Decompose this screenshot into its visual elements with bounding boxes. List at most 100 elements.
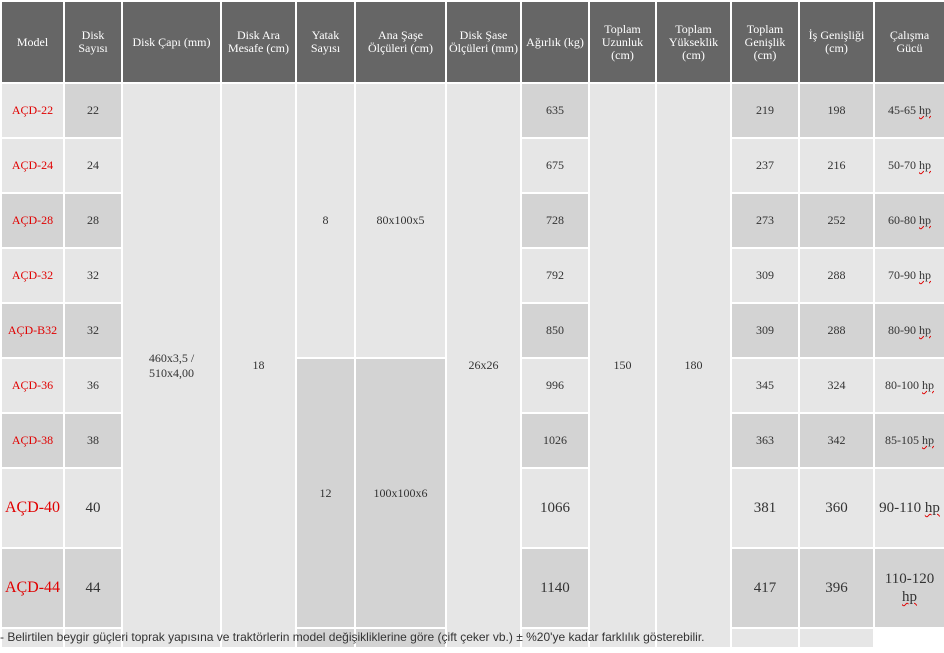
disk-count-cell: 40 <box>63 467 123 549</box>
weight-cell: 635 <box>520 82 590 139</box>
table-tail-row <box>0 627 944 649</box>
weight-cell: 996 <box>520 357 590 414</box>
header-bearing-count: Yatak Sayısı <box>295 0 356 84</box>
table-row: AÇD-36 36 12 100x100x6 996 345 324 80-10… <box>0 357 944 629</box>
power-cell: 60-80 hp <box>873 192 944 249</box>
work-width-cell: 198 <box>798 82 875 139</box>
bearing-count-cell: 12 <box>295 357 356 629</box>
header-disk-frame: Disk Şase Ölçüleri (mm) <box>445 0 522 84</box>
total-width-cell: 363 <box>730 412 800 469</box>
weight-cell: 675 <box>520 137 590 194</box>
weight-cell: 728 <box>520 192 590 249</box>
total-height-cell: 180 <box>655 82 732 649</box>
power-range: 85-105 <box>885 433 919 447</box>
disk-spacing-cell: 18 <box>220 82 297 649</box>
table-row: AÇD-B32 32 850 309 288 80-90 hp <box>0 302 944 359</box>
disk-count-cell: 28 <box>63 192 123 249</box>
bearing-count-cell: 8 <box>295 82 356 359</box>
tail-cell <box>798 627 875 649</box>
weight-cell: 1026 <box>520 412 590 469</box>
header-main-frame: Ana Şaşe Ölçüleri (cm) <box>354 0 447 84</box>
work-width-cell: 288 <box>798 247 875 304</box>
power-unit: hp <box>924 500 940 516</box>
total-width-cell: 345 <box>730 357 800 414</box>
total-width-cell: 309 <box>730 247 800 304</box>
model-cell: AÇD-24 <box>0 137 65 194</box>
work-width-cell: 342 <box>798 412 875 469</box>
power-range: 90-110 <box>879 500 922 516</box>
weight-cell: 1066 <box>520 467 590 549</box>
table-row: AÇD-22 22 460x3,5 / 510x4,00 18 8 80x100… <box>0 82 944 649</box>
header-disk-spacing: Disk Ara Mesafe (cm) <box>220 0 297 84</box>
total-width-cell: 381 <box>730 467 800 549</box>
power-unit: hp <box>919 323 931 337</box>
power-unit: hp <box>919 213 931 227</box>
disk-count-cell: 36 <box>63 357 123 414</box>
table-row: AÇD-28 28 728 273 252 60-80 hp <box>0 192 944 249</box>
tail-cell <box>520 627 590 649</box>
total-width-cell: 273 <box>730 192 800 249</box>
header-disk-diameter: Disk Çapı (mm) <box>121 0 222 84</box>
model-cell: AÇD-38 <box>0 412 65 469</box>
tail-cell <box>63 627 123 649</box>
power-cell: 110-120 hp <box>873 547 944 629</box>
main-frame-cell: 80x100x5 <box>354 82 447 359</box>
power-cell: 70-90 hp <box>873 247 944 304</box>
main-frame-cell: 100x100x6 <box>354 357 447 629</box>
power-cell: 80-90 hp <box>873 302 944 359</box>
model-cell: AÇD-B32 <box>0 302 65 359</box>
total-width-cell: 309 <box>730 302 800 359</box>
disk-count-cell: 22 <box>63 82 123 139</box>
disk-count-cell: 32 <box>63 247 123 304</box>
tail-cell <box>730 627 800 649</box>
model-cell: AÇD-36 <box>0 357 65 414</box>
disk-diameter-cell: 460x3,5 / 510x4,00 <box>121 82 222 649</box>
total-width-cell: 219 <box>730 82 800 139</box>
header-model: Model <box>0 0 65 84</box>
header-total-height: Toplam Yükseklik (cm) <box>655 0 732 84</box>
power-unit: hp <box>922 378 934 392</box>
work-width-cell: 324 <box>798 357 875 414</box>
work-width-cell: 360 <box>798 467 875 549</box>
work-width-cell: 216 <box>798 137 875 194</box>
model-cell: AÇD-28 <box>0 192 65 249</box>
header-weight: Ağırlık (kg) <box>520 0 590 84</box>
disk-count-cell: 32 <box>63 302 123 359</box>
weight-cell: 1140 <box>520 547 590 629</box>
model-cell: AÇD-22 <box>0 82 65 139</box>
table-row: AÇD-24 24 675 237 216 50-70 hp <box>0 137 944 194</box>
disk-count-cell: 38 <box>63 412 123 469</box>
power-unit: hp <box>902 589 917 605</box>
tail-cell <box>295 627 356 649</box>
power-unit: hp <box>919 158 931 172</box>
header-work-width: İş Genişliği (cm) <box>798 0 875 84</box>
header-total-width: Toplam Genişlik (cm) <box>730 0 800 84</box>
table-row: AÇD-44 44 1140 417 396 110-120 hp <box>0 547 944 629</box>
power-cell: 50-70 hp <box>873 137 944 194</box>
power-cell: 45-65 hp <box>873 82 944 139</box>
work-width-cell: 396 <box>798 547 875 629</box>
power-range: 60-80 <box>888 213 916 227</box>
power-cell: 85-105 hp <box>873 412 944 469</box>
footnote: - Belirtilen beygir güçleri toprak yapıs… <box>0 630 705 644</box>
power-range: 80-90 <box>888 323 916 337</box>
power-range: 70-90 <box>888 268 916 282</box>
power-cell: 90-110 hp <box>873 467 944 549</box>
work-width-cell: 288 <box>798 302 875 359</box>
power-unit: hp <box>922 433 934 447</box>
power-range: 45-65 <box>888 103 916 117</box>
table-row: AÇD-32 32 792 309 288 70-90 hp <box>0 247 944 304</box>
power-range: 50-70 <box>888 158 916 172</box>
total-width-cell: 417 <box>730 547 800 629</box>
tail-cell <box>0 627 65 649</box>
weight-cell: 850 <box>520 302 590 359</box>
power-unit: hp <box>919 103 931 117</box>
header-total-length: Toplam Uzunluk (cm) <box>588 0 657 84</box>
model-cell: AÇD-44 <box>0 547 65 629</box>
table-row: AÇD-38 38 1026 363 342 85-105 hp <box>0 412 944 469</box>
power-unit: hp <box>919 268 931 282</box>
model-cell: AÇD-32 <box>0 247 65 304</box>
power-range: 110-120 <box>884 571 935 587</box>
table-row: AÇD-40 40 1066 381 360 90-110 hp <box>0 467 944 549</box>
